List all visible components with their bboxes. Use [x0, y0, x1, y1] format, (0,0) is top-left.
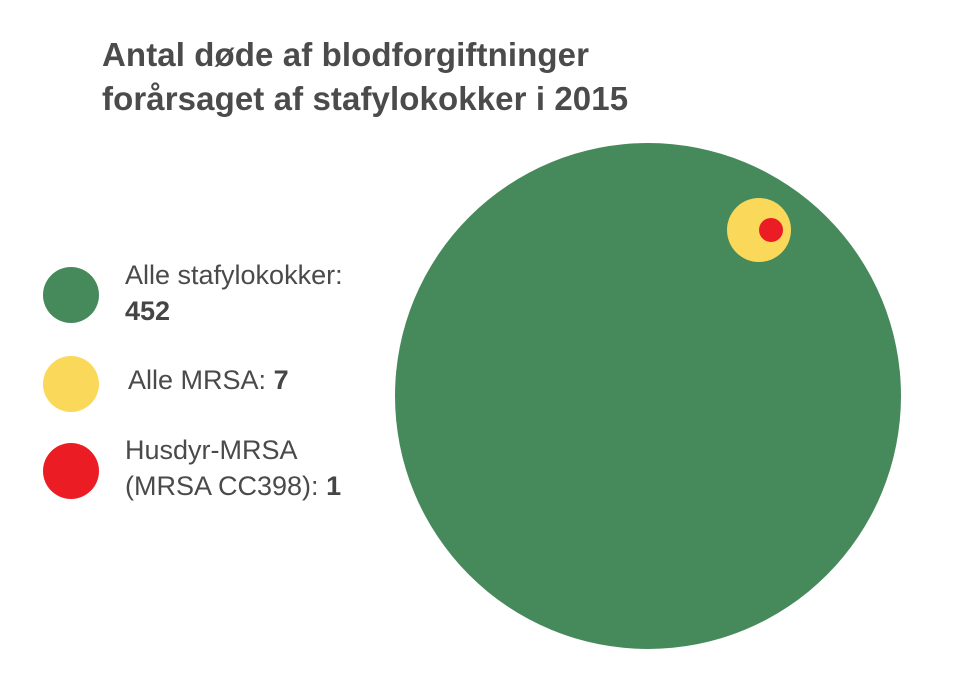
- legend-label-line-1: Husdyr-MRSA: [125, 435, 298, 465]
- legend-label-line-2: (MRSA CC398):: [125, 471, 319, 501]
- chart-title-line-2: forårsaget af stafylokokker i 2015: [102, 80, 629, 117]
- legend-swatch-yellow-icon: [43, 356, 99, 412]
- circle-all-staph: [395, 143, 901, 649]
- chart-title-line-1: Antal døde af blodforgiftninger: [102, 36, 590, 73]
- legend-label: Alle stafylokokker:: [125, 260, 343, 290]
- legend-swatch-green-icon: [43, 267, 99, 323]
- circle-livestock-mrsa: [759, 218, 783, 242]
- legend-item-all-mrsa: Alle MRSA: 7: [128, 362, 289, 398]
- legend-value: 452: [125, 296, 171, 326]
- legend-value: 7: [273, 365, 289, 395]
- legend-swatch-red-icon: [43, 443, 99, 499]
- legend-item-all-staph: Alle stafylokokker: 452: [125, 257, 343, 329]
- legend-value: 1: [326, 471, 342, 501]
- legend-label: Alle MRSA:: [128, 365, 267, 395]
- chart-title: Antal døde af blodforgiftninger forårsag…: [102, 33, 628, 121]
- legend-item-livestock-mrsa: Husdyr-MRSA (MRSA CC398): 1: [125, 432, 341, 504]
